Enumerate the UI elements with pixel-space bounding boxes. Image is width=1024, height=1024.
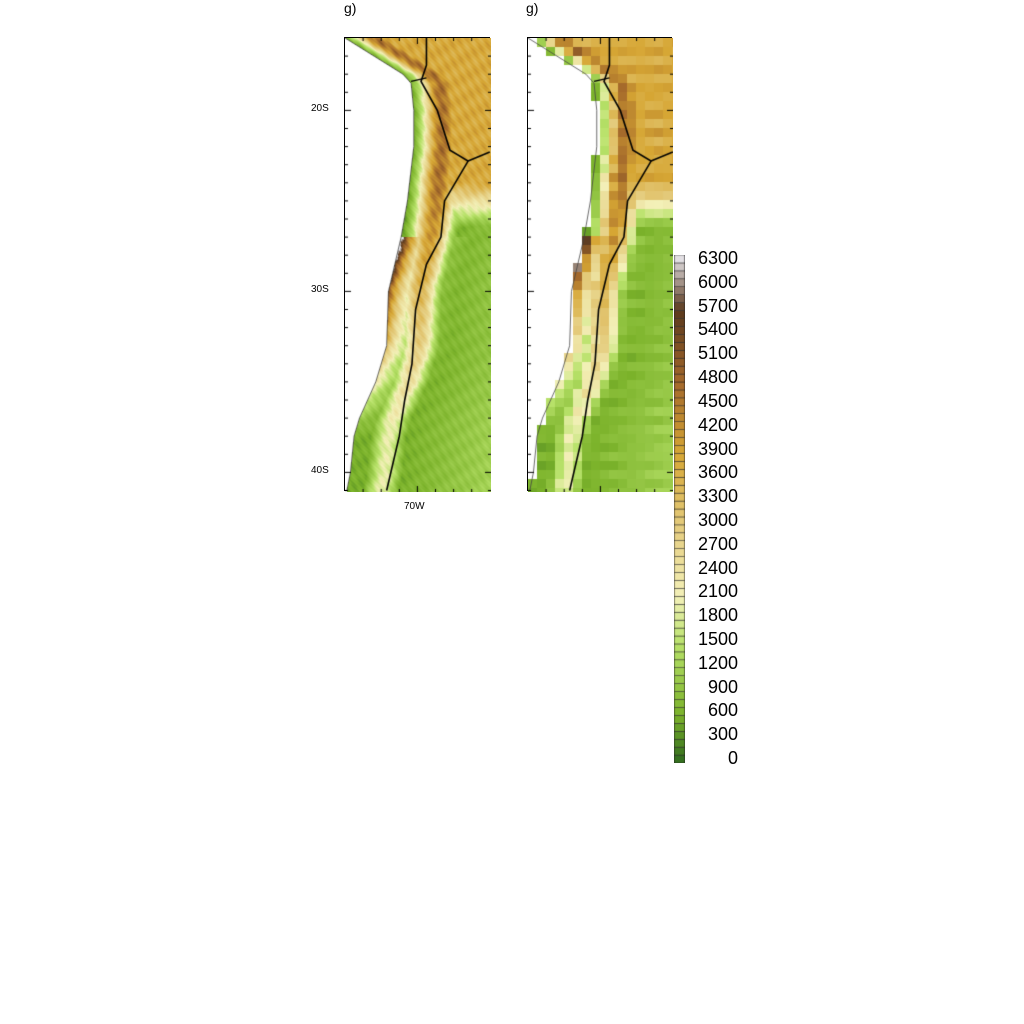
lat-label-30s: 30S bbox=[311, 284, 329, 295]
colorbar-label: 2100 bbox=[697, 581, 738, 602]
colorbar-label: 6000 bbox=[697, 271, 738, 292]
lat-label-40s: 40S bbox=[311, 465, 329, 476]
colorbar-label: 2400 bbox=[697, 557, 738, 578]
lon-label-70w: 70W bbox=[404, 501, 425, 512]
colorbar-label: 300 bbox=[707, 724, 738, 745]
map-panel-right bbox=[527, 37, 673, 492]
colorbar-label: 3900 bbox=[697, 438, 738, 459]
panel-title-right: g) bbox=[526, 0, 539, 16]
colorbar-label: 1200 bbox=[697, 652, 738, 673]
colorbar-label: 4500 bbox=[697, 390, 738, 411]
terrain-canvas-fine bbox=[345, 38, 491, 492]
colorbar-label: 3000 bbox=[697, 509, 738, 530]
colorbar-label: 5100 bbox=[697, 343, 738, 364]
colorbar-label: 2700 bbox=[697, 533, 738, 554]
panel-title-left: g) bbox=[344, 0, 357, 16]
colorbar-label: 1800 bbox=[697, 605, 738, 626]
terrain-canvas-coarse bbox=[528, 38, 673, 492]
colorbar-label: 5700 bbox=[697, 295, 738, 316]
lat-label-20s: 20S bbox=[311, 103, 329, 114]
map-panel-left bbox=[344, 37, 491, 492]
colorbar-label: 3600 bbox=[697, 462, 738, 483]
colorbar-label: 6300 bbox=[697, 248, 738, 268]
colorbar bbox=[674, 255, 685, 763]
colorbar-label: 4800 bbox=[697, 367, 738, 388]
colorbar-label: 5400 bbox=[697, 319, 738, 340]
colorbar-label: 1500 bbox=[697, 629, 738, 649]
colorbar-label: 0 bbox=[727, 748, 738, 769]
colorbar-label: 3300 bbox=[697, 486, 738, 507]
colorbar-label: 900 bbox=[707, 676, 738, 697]
colorbar-label: 4200 bbox=[697, 414, 738, 435]
colorbar-label: 600 bbox=[707, 700, 738, 721]
